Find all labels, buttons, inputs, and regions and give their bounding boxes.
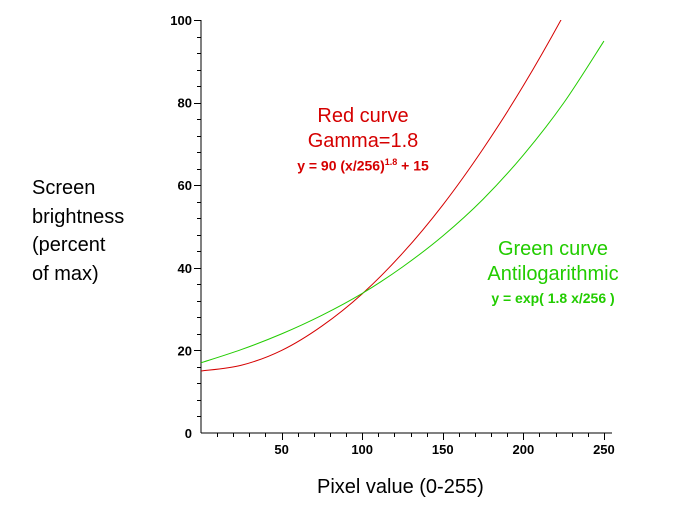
green-curve-title: Green curve — [497, 238, 609, 260]
y-tick-label: 100 — [170, 13, 192, 28]
x-tick-label: 150 — [432, 442, 454, 457]
red-curve-title: Red curve — [317, 105, 409, 127]
x-tick-label: 250 — [593, 442, 615, 457]
red-eq-exponent: 1.8 — [384, 157, 398, 167]
x-axis-label: Pixel value (0-255) — [317, 476, 484, 498]
x-tick-label: 200 — [513, 442, 535, 457]
y-tick-label: 0 — [185, 426, 192, 441]
red-eq-tail: + 15 — [397, 157, 429, 174]
tick-labels: 50 100 150 200 250 0 20 40 60 80 100 — [170, 13, 614, 457]
green-curve-subtitle: Antilogarithmic — [487, 263, 619, 285]
red-eq-main: y = 90 (x/256) — [297, 157, 385, 174]
red-curve — [201, 20, 562, 372]
series — [201, 20, 605, 372]
y-tick-label: 60 — [178, 178, 192, 193]
red-curve-subtitle: Gamma=1.8 — [307, 130, 419, 152]
axes — [200, 20, 612, 434]
y-axis-label: Screen brightness (percent of max) — [32, 174, 124, 288]
red-curve-equation: y = 90 (x/256)1.8 + 15 — [258, 157, 468, 174]
y-tick-label: 40 — [178, 261, 192, 276]
x-tick-label: 50 — [274, 442, 288, 457]
y-axis-label-line: brightness — [32, 205, 125, 228]
ticks — [194, 20, 605, 440]
green-curve-equation: y = exp( 1.8 x/256 ) — [491, 290, 615, 306]
y-axis-label-line: Screen — [32, 177, 96, 199]
x-tick-label: 100 — [351, 442, 373, 457]
y-tick-label: 20 — [178, 343, 192, 358]
green-curve-annotation: Green curve Antilogarithmic y = exp( 1.8… — [438, 237, 668, 306]
green-curve — [201, 40, 605, 364]
red-curve-annotation: Red curve Gamma=1.8 y = 90 (x/256)1.8 + … — [258, 104, 468, 174]
y-axis-label-line: of max) — [32, 262, 99, 285]
y-tick-label: 80 — [178, 96, 192, 111]
y-axis-label-line: (percent — [32, 234, 106, 256]
